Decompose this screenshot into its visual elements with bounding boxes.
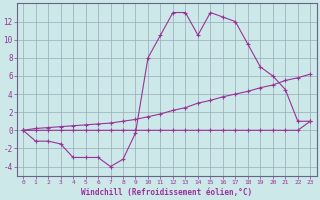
X-axis label: Windchill (Refroidissement éolien,°C): Windchill (Refroidissement éolien,°C): [81, 188, 252, 197]
